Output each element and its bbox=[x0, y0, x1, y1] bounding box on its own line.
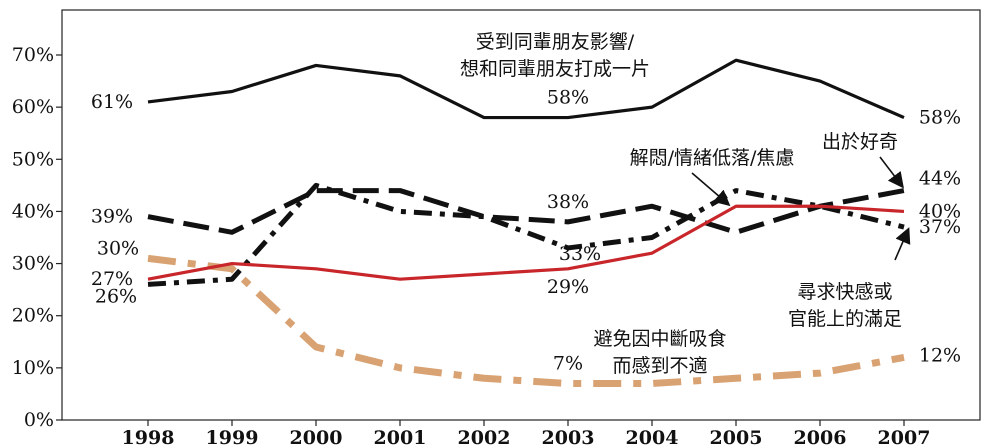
data-label: 58% bbox=[547, 87, 589, 109]
data-label: 12% bbox=[919, 344, 961, 366]
data-label: 7% bbox=[553, 353, 583, 375]
y-tick-label: 40% bbox=[12, 200, 54, 222]
series-label-pleasure: 官能上的滿足 bbox=[788, 308, 902, 330]
x-tick-label: 2000 bbox=[290, 427, 343, 447]
y-tick-label: 20% bbox=[12, 305, 54, 327]
data-label: 58% bbox=[919, 107, 961, 129]
arrow-curiosity bbox=[879, 156, 904, 189]
series-line-withdrawal bbox=[147, 254, 905, 387]
x-tick-label: 1999 bbox=[206, 427, 259, 447]
x-tick-label: 2003 bbox=[542, 427, 595, 447]
series-label-withdrawal: 而感到不適 bbox=[612, 355, 707, 377]
data-label: 40% bbox=[919, 200, 961, 222]
x-tick-label: 1998 bbox=[122, 427, 175, 447]
x-tick-label: 2006 bbox=[794, 427, 847, 447]
data-label: 27% bbox=[91, 268, 133, 290]
y-tick-label: 50% bbox=[12, 148, 54, 170]
data-label: 39% bbox=[91, 206, 133, 228]
series-label-relief: 解悶/情緒低落/焦慮 bbox=[630, 147, 795, 169]
y-tick-label: 0% bbox=[24, 409, 54, 431]
data-label: 61% bbox=[91, 91, 133, 113]
y-tick-label: 30% bbox=[12, 253, 54, 275]
axes: 0% 10% 20% 30% 40% 50% 60% 70% 1998 1999 2000 2001 2… bbox=[12, 9, 981, 447]
series-label-curiosity: 出於好奇 bbox=[822, 131, 898, 153]
arrow-relief bbox=[691, 172, 731, 207]
series-line-peer bbox=[147, 58, 905, 120]
data-label: 26% bbox=[95, 285, 137, 307]
series-line-pleasure bbox=[147, 182, 905, 287]
series-label-peer: 想和同輩朋友打成一片 bbox=[460, 58, 650, 80]
series-layer bbox=[147, 58, 905, 387]
x-tick-label: 2005 bbox=[710, 427, 763, 447]
x-tick-label: 2001 bbox=[374, 427, 427, 447]
y-tick-label: 10% bbox=[12, 357, 54, 379]
y-tick-label: 60% bbox=[12, 96, 54, 118]
series-label-peer: 受到同輩朋友影響/ bbox=[476, 31, 635, 53]
series-label-withdrawal: 避免因中斷吸食 bbox=[593, 328, 726, 350]
data-label: 44% bbox=[919, 168, 961, 190]
series-line-curiosity bbox=[147, 188, 905, 235]
series-label-pleasure: 尋求快感或 bbox=[797, 281, 892, 303]
x-tick-label: 2007 bbox=[878, 427, 931, 447]
x-tick-label: 2004 bbox=[626, 427, 679, 447]
plot-frame bbox=[61, 9, 981, 421]
x-tick-label: 2002 bbox=[458, 427, 511, 447]
arrow-pleasure bbox=[894, 227, 911, 261]
data-label: 30% bbox=[97, 237, 139, 259]
data-label: 37% bbox=[919, 216, 961, 238]
labels-layer: 61% 58% 58% 39% 38% 44% 40% 33% 37% 30% 27%26% 29% 7… bbox=[91, 87, 961, 375]
series-line-relief bbox=[147, 204, 905, 281]
data-label: 33% bbox=[559, 243, 601, 265]
y-tick-label: 70% bbox=[12, 44, 54, 66]
data-label: 29% bbox=[547, 276, 589, 298]
data-label: 38% bbox=[547, 191, 589, 213]
